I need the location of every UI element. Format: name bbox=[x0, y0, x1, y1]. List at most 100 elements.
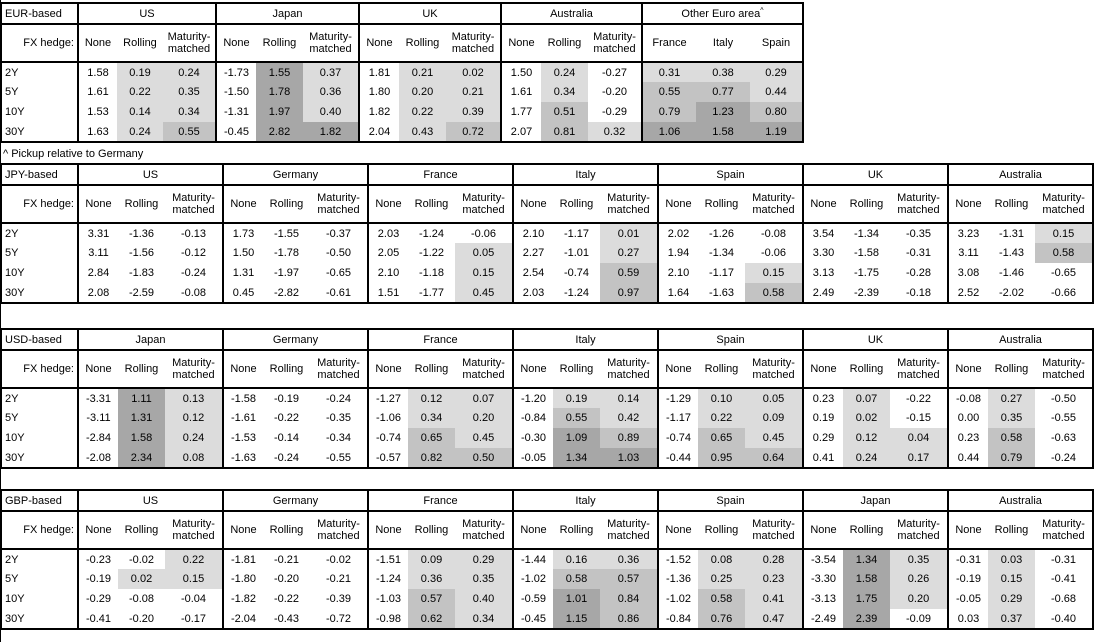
value-cell: -1.26 bbox=[708, 227, 735, 240]
col-header-maturity-matched: Maturity-matched bbox=[890, 350, 948, 389]
col-header-none: None bbox=[947, 350, 988, 389]
value-cell: -1.75 bbox=[853, 267, 880, 279]
value-cell: 0.36 bbox=[303, 82, 359, 102]
value-cell: 1.31 bbox=[118, 408, 165, 428]
value-cell: 1.11 bbox=[118, 388, 165, 408]
value-cell: 0.55 bbox=[553, 408, 600, 428]
value-cell: 1.73 bbox=[222, 223, 263, 243]
value-cell: -0.17 bbox=[180, 612, 207, 625]
value-cell: -2.39 bbox=[853, 286, 880, 299]
value-cell: -0.12 bbox=[180, 247, 207, 259]
value-cell: -0.19 bbox=[273, 392, 300, 405]
value-cell: -3.11 bbox=[77, 408, 118, 428]
value-cell: 0.09 bbox=[408, 549, 455, 569]
value-cell: 0.24 bbox=[541, 62, 588, 82]
group-header-australia: Australia bbox=[500, 3, 642, 25]
col-header-maturity-matched: Maturity-matched bbox=[165, 185, 223, 224]
value-cell: 0.57 bbox=[408, 589, 455, 609]
col-header-maturity-matched: Maturity-matched bbox=[600, 185, 658, 224]
col-header-none: None bbox=[367, 185, 408, 224]
value-cell: -1.44 bbox=[512, 549, 553, 569]
group-header-italy: Italy bbox=[512, 164, 658, 186]
col-header-none: None bbox=[512, 350, 553, 389]
value-cell: -1.06 bbox=[367, 408, 408, 428]
value-cell: 0.13 bbox=[165, 388, 223, 408]
value-cell: 0.36 bbox=[408, 569, 455, 589]
value-cell: 0.27 bbox=[988, 388, 1035, 408]
value-cell: 0.41 bbox=[802, 448, 843, 468]
value-cell: 0.15 bbox=[455, 263, 513, 283]
value-cell: 0.45 bbox=[222, 283, 263, 303]
row-label-2y: 2Y bbox=[5, 66, 19, 79]
value-cell: -0.22 bbox=[273, 593, 300, 605]
value-cell: -0.45 bbox=[512, 609, 553, 629]
group-header-italy: Italy bbox=[512, 490, 658, 512]
value-cell: -0.13 bbox=[180, 227, 207, 240]
col-header-maturity-matched: Maturity-matched bbox=[600, 350, 658, 389]
group-header-spain: Spain bbox=[657, 329, 803, 351]
value-cell: -0.40 bbox=[1050, 612, 1077, 625]
value-cell: -1.01 bbox=[563, 247, 590, 259]
value-cell: 0.22 bbox=[117, 82, 163, 102]
value-cell: 0.35 bbox=[455, 569, 513, 589]
value-cell: 1.09 bbox=[553, 428, 600, 448]
col-header-none: None bbox=[358, 24, 399, 63]
value-cell: -0.68 bbox=[1050, 593, 1077, 605]
value-cell: -0.14 bbox=[273, 432, 300, 444]
value-cell: 0.39 bbox=[446, 102, 501, 122]
col-header-italy: Italy bbox=[696, 24, 750, 63]
value-cell: 0.80 bbox=[750, 102, 803, 122]
value-cell: 1.01 bbox=[553, 589, 600, 609]
value-cell: 0.12 bbox=[843, 428, 890, 448]
value-cell: -3.13 bbox=[802, 589, 843, 609]
group-header-uk: UK bbox=[802, 329, 948, 351]
value-cell: 0.34 bbox=[455, 609, 513, 629]
col-header-maturity-matched: Maturity-matched bbox=[1035, 185, 1093, 224]
value-cell: 1.53 bbox=[77, 102, 117, 122]
row-label-2y: 2Y bbox=[5, 392, 19, 405]
row-label-10y: 10Y bbox=[5, 106, 25, 118]
col-header-none: None bbox=[222, 185, 263, 224]
value-cell: 1.77 bbox=[500, 102, 541, 122]
value-cell: -3.31 bbox=[77, 388, 118, 408]
row-label-5y: 5Y bbox=[5, 412, 19, 424]
value-cell: -1.34 bbox=[853, 227, 880, 240]
value-cell: 1.58 bbox=[77, 62, 117, 82]
col-header-none: None bbox=[947, 185, 988, 224]
value-cell: -0.28 bbox=[905, 267, 932, 279]
value-cell: -1.31 bbox=[215, 102, 256, 122]
value-cell: -1.02 bbox=[512, 569, 553, 589]
value-cell: 0.07 bbox=[455, 388, 513, 408]
value-cell: -0.31 bbox=[1050, 553, 1077, 566]
group-header-germany: Germany bbox=[222, 329, 368, 351]
value-cell: -0.20 bbox=[128, 612, 155, 625]
row-label-2y: 2Y bbox=[5, 553, 19, 566]
value-cell: -0.41 bbox=[1050, 573, 1077, 585]
value-cell: -2.59 bbox=[128, 286, 155, 299]
col-header-maturity-matched: Maturity-matched bbox=[1035, 511, 1093, 550]
col-header-none: None bbox=[77, 185, 118, 224]
value-cell: 0.19 bbox=[802, 408, 843, 428]
value-cell: -0.05 bbox=[947, 589, 988, 609]
value-cell: -0.04 bbox=[180, 593, 207, 605]
col-header-maturity-matched: Maturity-matched bbox=[165, 511, 223, 550]
value-cell: -0.35 bbox=[905, 227, 932, 240]
value-cell: 0.09 bbox=[745, 408, 803, 428]
group-header-france: France bbox=[367, 164, 513, 186]
footnote-marker: ^ bbox=[760, 6, 764, 14]
col-header-rolling: Rolling bbox=[988, 511, 1035, 550]
value-cell: -1.46 bbox=[998, 267, 1025, 279]
fx-hedge-label: FX hedge: bbox=[1, 350, 78, 389]
value-cell: 0.01 bbox=[600, 223, 658, 243]
value-cell: 2.49 bbox=[802, 283, 843, 303]
value-cell: 3.11 bbox=[947, 243, 988, 263]
col-header-none: None bbox=[512, 185, 553, 224]
col-header-none: None bbox=[512, 511, 553, 550]
value-cell: 3.23 bbox=[947, 223, 988, 243]
value-cell: 2.54 bbox=[512, 263, 553, 283]
value-cell: -1.02 bbox=[657, 589, 698, 609]
group-header-other-euro-area: Other Euro area^ bbox=[641, 3, 803, 25]
value-cell: -0.45 bbox=[215, 122, 256, 142]
value-cell: 0.45 bbox=[745, 428, 803, 448]
value-cell: -1.36 bbox=[657, 569, 698, 589]
